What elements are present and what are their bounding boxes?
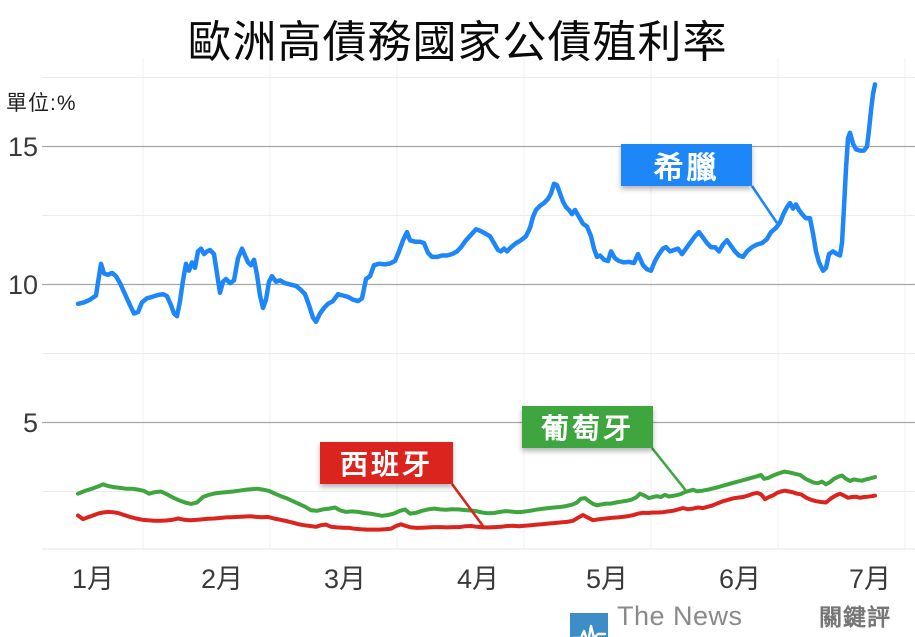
spain-callout-line bbox=[450, 483, 485, 527]
greece-line bbox=[75, 82, 878, 325]
x-axis-tick-2: 2月 bbox=[200, 564, 244, 594]
x-axis-tick-1: 1月 bbox=[71, 564, 115, 594]
logo-text: The News Lens bbox=[617, 601, 743, 637]
logo-cjk-text: 關鍵評論 bbox=[819, 604, 892, 630]
y-axis-tick-10: 10 bbox=[7, 269, 38, 300]
unit-label: 單位:% bbox=[6, 92, 77, 115]
series-label-greece: 希臘 bbox=[621, 144, 752, 186]
x-axis-tick-3: 3月 bbox=[323, 564, 367, 594]
greece-callout-line bbox=[750, 185, 779, 224]
series-label-spain: 西班牙 bbox=[320, 442, 453, 484]
x-axis-tick-4: 4月 bbox=[456, 564, 500, 594]
y-axis-tick-5: 5 bbox=[22, 407, 38, 438]
logo-pulse-icon bbox=[570, 613, 608, 637]
series-label-portugal-text: 葡萄牙 bbox=[540, 413, 634, 444]
series-label-greece-text: 希臘 bbox=[653, 152, 720, 185]
series-label-spain-text: 西班牙 bbox=[339, 449, 433, 480]
portugal-callout-line bbox=[650, 447, 689, 493]
spain-line bbox=[76, 488, 877, 532]
x-axis-tick-6: 6月 bbox=[718, 564, 762, 594]
x-axis-tick-7: 7月 bbox=[848, 564, 892, 594]
chart-title: 歐洲高債務國家公債殖利率 bbox=[187, 18, 728, 67]
portugal-line bbox=[76, 469, 877, 518]
series-label-portugal: 葡萄牙 bbox=[522, 406, 653, 448]
x-axis-tick-5: 5月 bbox=[585, 564, 629, 594]
logo: The News Lens 關鍵評論 bbox=[570, 598, 915, 637]
y-axis-tick-15: 15 bbox=[7, 131, 38, 162]
pulse-ekg-icon bbox=[572, 624, 607, 637]
